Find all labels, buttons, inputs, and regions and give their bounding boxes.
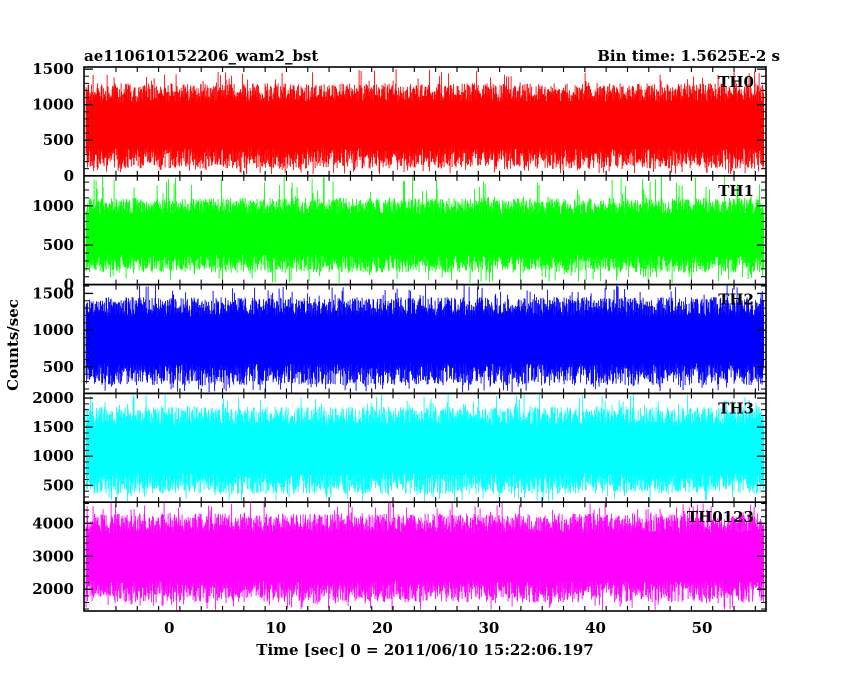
panel-th3: 500 1000 1500 2000 TH3 [32, 389, 767, 503]
y-tick-label: 500 [43, 358, 74, 376]
panel-th2: 500 1000 1500 TH2 [32, 283, 767, 395]
x-axis-label: Time [sec] 0 = 2011/06/10 15:22:06.197 [256, 641, 593, 659]
y-tick-label: 1000 [32, 96, 74, 114]
y-tick-label: 500 [43, 476, 74, 494]
y-tick-label: 1500 [32, 418, 74, 436]
panel-th0123: 2000 3000 4000 TH0123 [32, 501, 767, 612]
y-tick-label: 500 [43, 131, 74, 149]
y-tick-label: 4000 [32, 514, 74, 532]
series-th3-curve [85, 393, 765, 502]
y-tick-label: 500 [43, 236, 74, 254]
series-th1-curve [85, 176, 765, 283]
series-label: TH3 [718, 399, 754, 417]
x-tick-label: 20 [372, 619, 393, 637]
series-label: TH0 [718, 73, 754, 91]
plot-title-right: Bin time: 1.5625E-2 s [597, 47, 780, 65]
y-tick-label: 1500 [32, 284, 74, 302]
y-tick-label: 0 [64, 276, 74, 294]
x-tick-label: 30 [479, 619, 500, 637]
series-th0-curve [85, 69, 765, 175]
x-tick-label: 10 [265, 619, 286, 637]
series-label: TH0123 [687, 508, 754, 526]
series-label: TH1 [718, 182, 754, 200]
plot-title-left: ae110610152206_wam2_bst [84, 47, 318, 65]
panel-th1: 0 500 1000 TH1 [32, 175, 767, 294]
panels-group: 0 500 1000 1500 TH0 0 500 1000 TH1 500 1000 1500 TH2… [32, 60, 767, 612]
x-tick-label: 40 [585, 619, 606, 637]
series-th2-curve [85, 284, 765, 393]
series-label: TH2 [718, 291, 754, 309]
y-tick-label: 2000 [32, 389, 74, 407]
series-th0123-curve [85, 502, 765, 611]
y-tick-label: 3000 [32, 547, 74, 565]
x-tick-label: 0 [164, 619, 174, 637]
x-tick-label: 50 [692, 619, 713, 637]
panel-th0: 0 500 1000 1500 TH0 [32, 60, 767, 185]
y-tick-label: 0 [64, 167, 74, 185]
y-tick-label: 2000 [32, 580, 74, 598]
y-tick-label: 1000 [32, 447, 74, 465]
y-tick-label: 1500 [32, 60, 74, 78]
x-axis-ticks: 0 10 20 30 40 50 [164, 619, 712, 637]
y-tick-label: 1000 [32, 321, 74, 339]
y-axis-label: Counts/sec [4, 299, 22, 391]
y-tick-label: 1000 [32, 197, 74, 215]
